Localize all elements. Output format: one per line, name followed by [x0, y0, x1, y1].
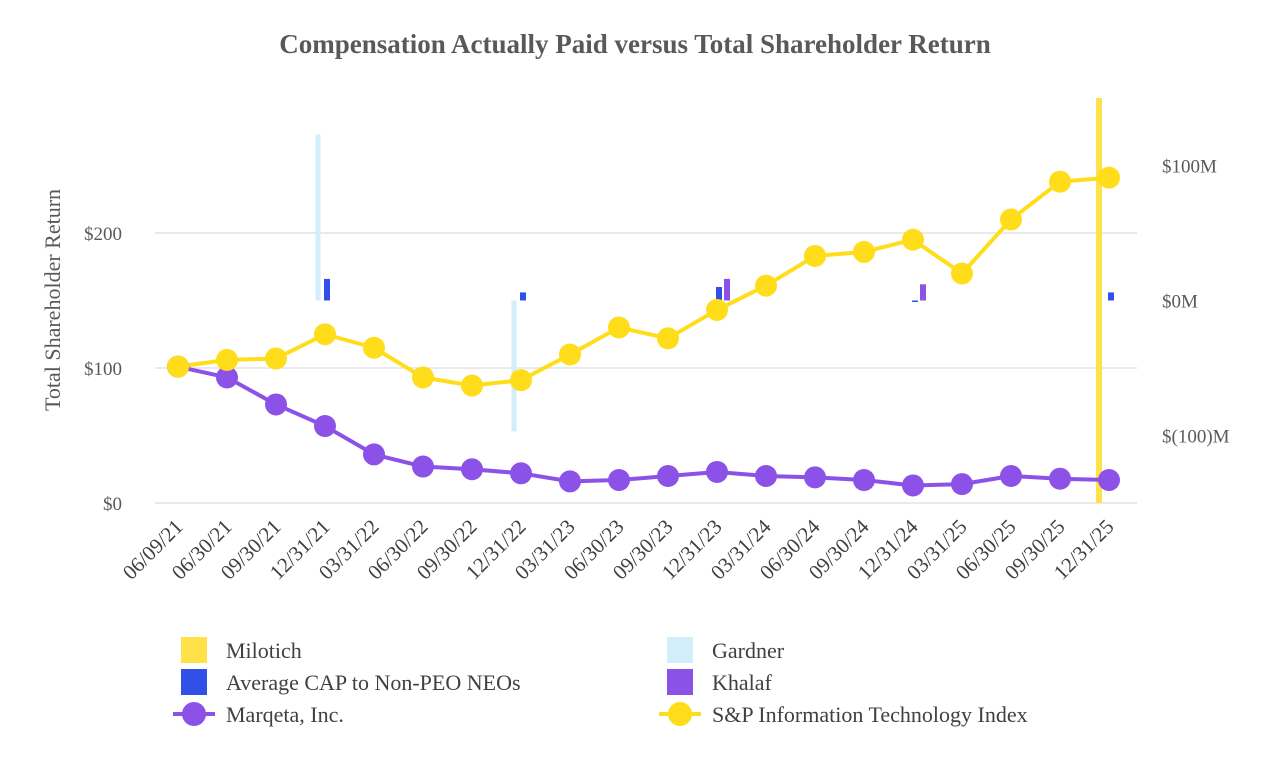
point-s-p-information-technology-index	[167, 355, 189, 378]
bar-gardner	[511, 300, 517, 432]
point-marqeta-inc-	[706, 460, 728, 483]
bar-khalaf	[920, 284, 926, 301]
bar-gardner	[315, 134, 321, 301]
point-marqeta-inc-	[314, 415, 336, 438]
y-tick-label: $0	[103, 494, 122, 515]
bar-average-cap-to-non-peo-neos	[520, 292, 526, 301]
point-s-p-information-technology-index	[951, 262, 973, 285]
point-marqeta-inc-	[461, 458, 483, 481]
y2-tick-label: $100M	[1162, 157, 1217, 178]
legend-swatch-milotich	[181, 637, 207, 663]
chart-title: Compensation Actually Paid versus Total …	[279, 29, 991, 59]
point-marqeta-inc-	[1000, 465, 1022, 487]
point-s-p-information-technology-index	[314, 323, 336, 346]
point-s-p-information-technology-index	[412, 366, 434, 389]
y-tick-label: $100	[84, 359, 122, 380]
legend: Milotich Gardner Average CAP to Non-PEO NE…	[173, 637, 1028, 727]
legend-label-average-cap-to-non-peo-neos: Average CAP to Non-PEO NEOs	[226, 670, 521, 695]
legend-swatch-gardner	[667, 637, 693, 663]
point-marqeta-inc-	[510, 462, 532, 485]
point-s-p-information-technology-index	[608, 316, 630, 339]
point-marqeta-inc-	[265, 393, 287, 416]
point-marqeta-inc-	[902, 474, 924, 497]
legend-swatch-average-cap-to-non-peo-neos	[181, 669, 207, 695]
bar-average-cap-to-non-peo-neos	[716, 287, 722, 301]
series-points	[167, 166, 1120, 497]
bar-gardner	[511, 300, 517, 302]
point-marqeta-inc-	[412, 455, 434, 478]
legend-label-marqeta-inc-: Marqeta, Inc.	[226, 702, 344, 727]
legend-marker-marqeta-inc-	[182, 702, 206, 726]
point-marqeta-inc-	[559, 470, 581, 493]
y2-tick-label: $(100)M	[1162, 427, 1230, 448]
point-marqeta-inc-	[216, 366, 238, 389]
point-s-p-information-technology-index	[559, 343, 581, 366]
point-marqeta-inc-	[657, 465, 679, 487]
point-s-p-information-technology-index	[1098, 166, 1120, 189]
point-marqeta-inc-	[1098, 469, 1120, 492]
point-s-p-information-technology-index	[755, 274, 777, 297]
point-s-p-information-technology-index	[461, 374, 483, 397]
point-s-p-information-technology-index	[1049, 170, 1071, 193]
legend-label-khalaf: Khalaf	[712, 670, 773, 695]
legend-swatch-khalaf	[667, 669, 693, 695]
y-axis-ticks: $0 $100 $200	[84, 224, 122, 515]
point-s-p-information-technology-index	[853, 240, 875, 263]
point-s-p-information-technology-index	[902, 228, 924, 251]
bars	[315, 98, 1114, 503]
point-marqeta-inc-	[608, 469, 630, 492]
point-marqeta-inc-	[363, 443, 385, 466]
y-tick-label: $200	[84, 224, 122, 245]
point-marqeta-inc-	[1049, 467, 1071, 490]
point-s-p-information-technology-index	[510, 369, 532, 392]
point-s-p-information-technology-index	[265, 347, 287, 370]
bar-milotich	[1096, 98, 1102, 503]
point-s-p-information-technology-index	[216, 348, 238, 371]
point-marqeta-inc-	[755, 465, 777, 487]
grid-lines	[155, 232, 1137, 504]
point-s-p-information-technology-index	[706, 298, 728, 321]
legend-label-gardner: Gardner	[712, 638, 785, 663]
bar-khalaf	[724, 278, 730, 301]
bar-average-cap-to-non-peo-neos	[324, 278, 330, 301]
point-marqeta-inc-	[804, 466, 826, 489]
point-marqeta-inc-	[951, 473, 973, 496]
point-s-p-information-technology-index	[657, 327, 679, 350]
legend-label-milotich: Milotich	[226, 638, 302, 663]
bar-average-cap-to-non-peo-neos	[912, 300, 918, 302]
point-s-p-information-technology-index	[1000, 208, 1022, 231]
legend-marker-s-p-information-technology-index	[668, 702, 692, 726]
y-axis-title: Total Shareholder Return	[40, 189, 65, 411]
legend-label-s-p-information-technology-index: S&P Information Technology Index	[712, 702, 1028, 727]
y2-axis-ticks: $100M $0M $(100)M	[1162, 157, 1230, 448]
point-s-p-information-technology-index	[363, 336, 385, 359]
x-axis-ticks: 06/09/2106/30/2109/30/2112/31/2103/31/22…	[118, 514, 1119, 584]
point-marqeta-inc-	[853, 469, 875, 492]
point-s-p-information-technology-index	[804, 244, 826, 267]
y2-tick-label: $0M	[1162, 292, 1198, 313]
bar-average-cap-to-non-peo-neos	[1108, 292, 1114, 301]
